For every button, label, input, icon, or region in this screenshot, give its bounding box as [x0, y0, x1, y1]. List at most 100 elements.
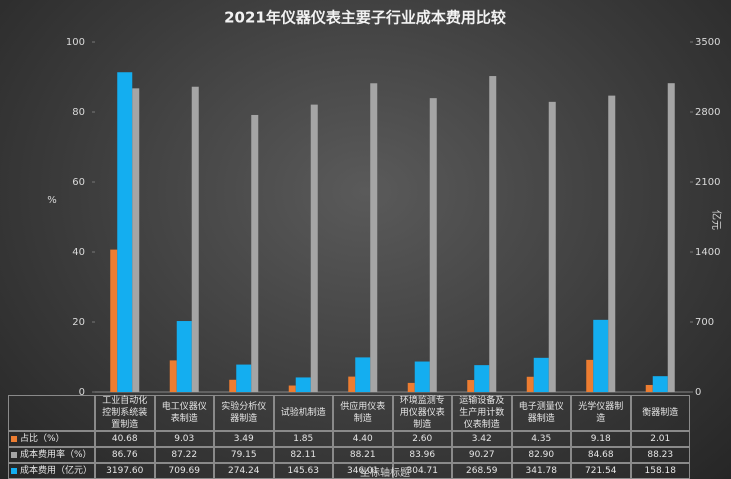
table-value: 82.11 [273, 447, 333, 463]
table-value-text: 346.01 [347, 466, 379, 476]
category-label: 试验机制造 [273, 395, 333, 431]
bar [533, 357, 549, 392]
table-value-text: 88.21 [349, 450, 376, 460]
bar [348, 376, 356, 392]
table-value: 9.18 [571, 431, 631, 447]
table-value-text: 4.40 [352, 434, 373, 444]
table-value-text: 79.15 [230, 450, 257, 460]
y-tick-label: 20 [72, 317, 85, 328]
category-label-text: 衡器制造 [642, 408, 679, 418]
legend-entry-text: 成本费用率（%） [20, 450, 92, 460]
table-value-text: 83.96 [409, 450, 436, 460]
y-tick-label: 40 [72, 247, 85, 258]
table-value-text: 88.23 [647, 450, 674, 460]
table-value: 304.71 [392, 463, 452, 479]
bar [176, 321, 192, 392]
table-value-text: 721.54 [585, 466, 617, 476]
legend-entry-text: 成本费用（亿元） [20, 466, 93, 476]
legend-entry: 成本费用（亿元） [8, 463, 95, 479]
bar [593, 319, 609, 392]
y2-axis-label: 亿元 [710, 210, 723, 230]
category-label-text: 电工仪器仪表制造 [161, 402, 207, 424]
category-label: 运输设备及生产用计数仪表制造 [452, 395, 512, 431]
y-tick-label: 100 [66, 37, 85, 48]
table-value: 90.27 [452, 447, 512, 463]
category-label-text: 运输设备及生产用计数仪表制造 [459, 396, 505, 430]
category-label: 光学仪器制造 [571, 395, 631, 431]
y2-tick-label: 2800 [695, 107, 720, 118]
table-value: 83.96 [392, 447, 452, 463]
bar [191, 86, 199, 392]
table-corner-cell [8, 395, 95, 431]
y2-tick-label: 700 [695, 317, 714, 328]
table-value-text: 3197.60 [106, 466, 144, 476]
bar [370, 83, 378, 392]
table-value: 346.01 [333, 463, 393, 479]
table-value-text: 84.68 [587, 450, 614, 460]
legend-key [11, 468, 17, 474]
table-value-text: 341.78 [525, 466, 558, 476]
table-value-text: 304.71 [406, 466, 439, 476]
table-value: 1.85 [273, 431, 333, 447]
bar [117, 72, 133, 393]
y2-tick-label: 2100 [695, 177, 720, 188]
bar [110, 249, 118, 392]
legend-entry: 成本费用率（%） [8, 447, 95, 463]
table-value: 79.15 [214, 447, 274, 463]
table-value-text: 90.27 [468, 450, 495, 460]
table-value-text: 9.03 [174, 434, 195, 444]
table-value: 9.03 [154, 431, 214, 447]
table-value-text: 82.90 [528, 450, 555, 460]
table-value-text: 268.59 [466, 466, 498, 476]
table-value-text: 1.85 [293, 434, 314, 444]
bar [251, 114, 259, 392]
bar [407, 382, 415, 392]
bar [288, 385, 296, 392]
bar [667, 83, 675, 392]
bar [467, 380, 475, 392]
table-value-text: 9.18 [590, 434, 611, 444]
bar [236, 364, 252, 392]
table-value: 88.21 [333, 447, 393, 463]
category-label: 衡器制造 [630, 395, 690, 431]
table-value-text: 709.69 [168, 466, 201, 476]
category-label-text: 试验机制造 [280, 408, 326, 418]
category-label: 工业自动化控制系统装置制造 [95, 395, 155, 431]
y2-tick-label: 3500 [695, 37, 720, 48]
bar [645, 384, 653, 392]
table-value: 158.18 [630, 463, 690, 479]
bar [132, 88, 140, 392]
table-value: 3.42 [452, 431, 512, 447]
bar [429, 98, 437, 392]
table-value: 709.69 [154, 463, 214, 479]
table-value: 84.68 [571, 447, 631, 463]
table-value: 4.35 [511, 431, 571, 447]
y-tick-label: 80 [72, 107, 85, 118]
table-value: 40.68 [95, 431, 155, 447]
category-label: 电子测量仪器制造 [511, 395, 571, 431]
table-value-text: 274.24 [228, 466, 260, 476]
category-label-text: 实验分析仪器制造 [221, 402, 267, 424]
category-label: 环境监测专用仪器仪表制造 [392, 395, 452, 431]
category-label-text: 光学仪器制造 [578, 402, 624, 424]
table-value-text: 40.68 [111, 434, 138, 444]
y2-tick-label: 1400 [695, 247, 720, 258]
table-value-text: 3.42 [471, 434, 492, 444]
table-value-text: 158.18 [644, 466, 677, 476]
category-label: 供应用仪表制造 [333, 395, 393, 431]
category-label-text: 环境监测专用仪器仪表制造 [399, 396, 445, 430]
category-label-text: 工业自动化控制系统装置制造 [102, 396, 148, 430]
bar [548, 101, 556, 392]
table-value-text: 4.35 [531, 434, 552, 444]
table-value-text: 87.22 [171, 450, 198, 460]
table-value: 86.76 [95, 447, 155, 463]
table-value: 274.24 [214, 463, 274, 479]
bar [169, 360, 177, 392]
table-value: 268.59 [452, 463, 512, 479]
table-value-text: 3.49 [233, 434, 254, 444]
category-label: 实验分析仪器制造 [214, 395, 274, 431]
bar [489, 76, 497, 393]
table-value: 82.90 [511, 447, 571, 463]
bar [229, 379, 237, 392]
